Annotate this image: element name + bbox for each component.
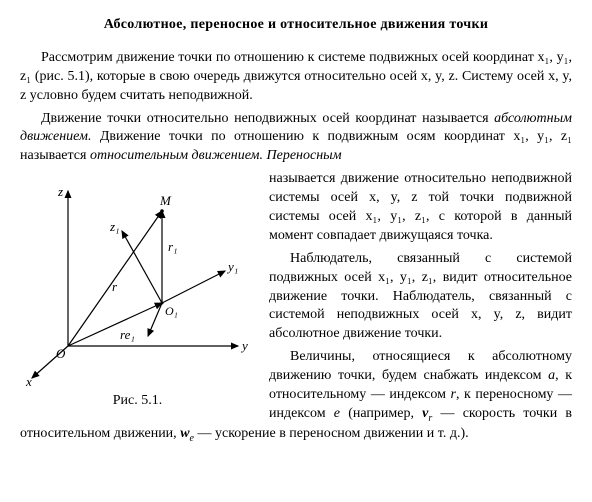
term-relative-carried: относительным движением. Переносным [90, 148, 342, 163]
text: Движение точки относительно неподвижных … [41, 111, 494, 126]
text: (например, [340, 406, 422, 421]
figure-5-1: z y x Oz₁ y₁ O₁ r re₁ r₁ M Рис. 5.1. [20, 176, 255, 411]
svg-text:O₁: O₁ [165, 304, 178, 318]
paragraph-2-start: Движение точки относительно неподвижных … [20, 110, 572, 167]
svg-text:r: r [112, 279, 118, 294]
svg-text:z: z [57, 184, 63, 199]
text: Величины, относящиеся к абсолютному движ… [269, 349, 572, 383]
svg-text:r₁: r₁ [168, 239, 178, 254]
svg-text:x: x [25, 374, 32, 386]
svg-text:re₁: re₁ [120, 327, 135, 342]
text: называется движение относительно неподви… [269, 171, 572, 243]
figure-caption: Рис. 5.1. [20, 392, 255, 411]
coordinate-diagram: z y x Oz₁ y₁ O₁ r re₁ r₁ M [20, 176, 255, 386]
svg-text:M: M [159, 193, 172, 208]
symbol-w: w [180, 426, 189, 441]
page-title: Абсолютное, переносное и относительное д… [20, 16, 572, 35]
text: — ускорение в переносном движении и т. д… [194, 426, 469, 441]
svg-text:z₁: z₁ [109, 219, 120, 234]
paragraph-1: Рассмотрим движение точки по отношению к… [20, 49, 572, 106]
svg-text:y: y [240, 338, 248, 353]
svg-text:O: O [56, 346, 66, 361]
svg-text:y₁: y₁ [226, 259, 238, 274]
